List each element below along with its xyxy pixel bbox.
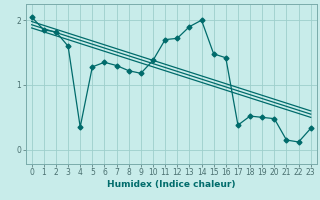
X-axis label: Humidex (Indice chaleur): Humidex (Indice chaleur) (107, 180, 236, 189)
